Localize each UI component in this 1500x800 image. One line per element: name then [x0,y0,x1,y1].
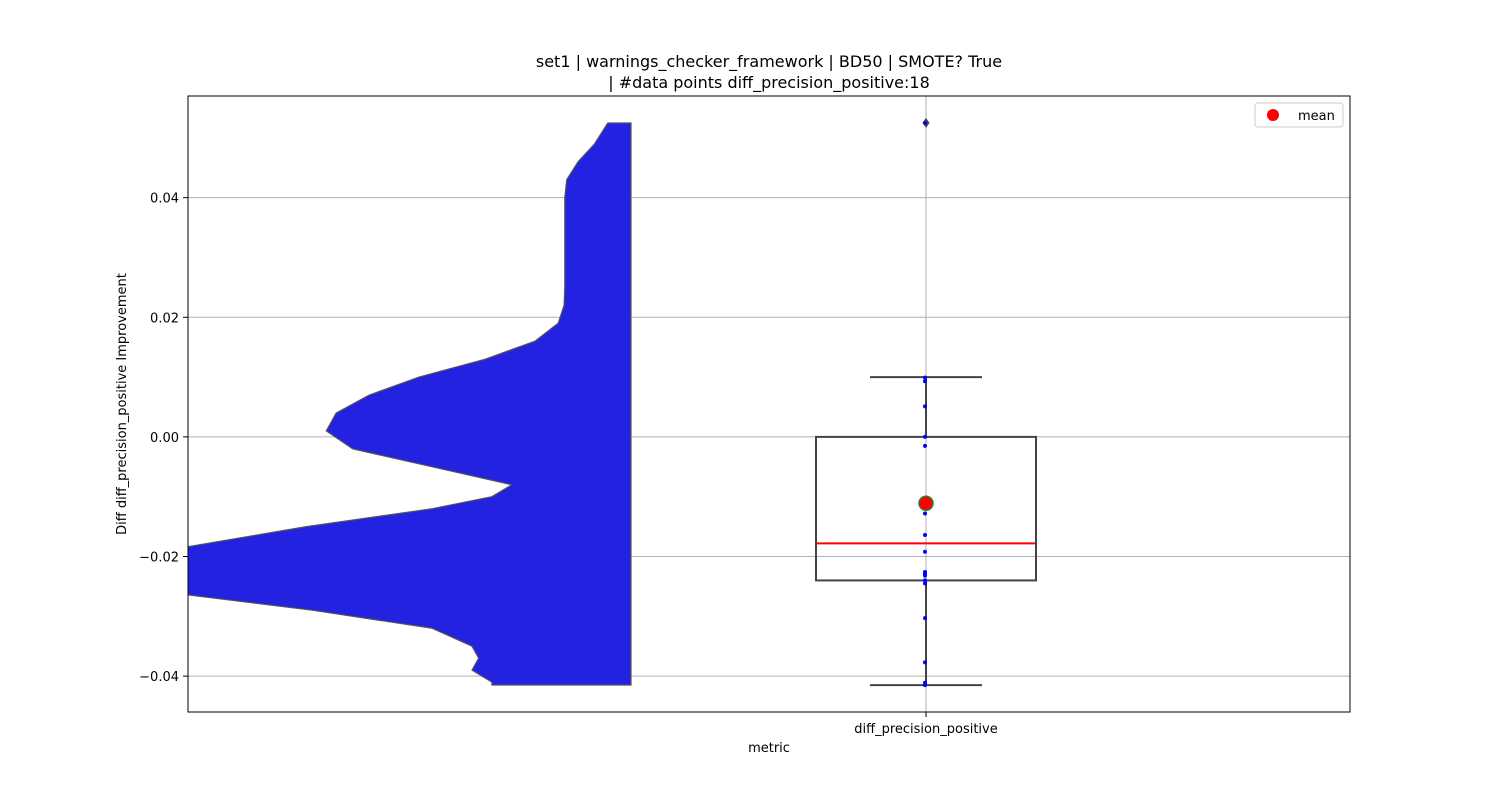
legend-entry-mean: mean [1298,109,1335,124]
y-axis-ticks: −0.04 −0.02 0.00 0.02 0.04 [139,192,188,685]
data-point [923,578,927,583]
mean-marker [918,495,934,512]
data-point [923,434,927,439]
data-point [923,680,927,685]
data-point [923,660,927,665]
data-point [923,573,927,578]
data-point [923,532,927,537]
y-tick-label: 0.04 [150,192,179,207]
data-point [923,375,927,380]
y-axis-label: Diff diff_precision_positive Improvement [115,273,130,535]
data-point [923,616,927,621]
x-axis-label: metric [748,741,790,756]
legend-mean-marker [1267,109,1279,121]
y-tick-label: 0.02 [150,311,179,326]
legend-frame [1254,102,1344,128]
data-point [923,549,927,554]
y-tick-label: −0.04 [139,670,179,685]
violin-group [188,122,632,686]
y-tick-label: −0.02 [139,551,179,566]
data-point [923,404,927,409]
x-tick-label: diff_precision_positive [854,722,997,737]
y-tick-label: 0.00 [150,431,179,446]
data-point [923,379,927,384]
data-point [923,443,927,448]
data-point [923,511,927,516]
chart-title-line1: set1 | warnings_checker_framework | BD50… [536,52,1002,72]
data-point [923,581,927,586]
violin-body [188,122,632,686]
data-point [923,120,927,125]
data-points-group [918,120,934,688]
chart-title-line2: | #data points diff_precision_positive:1… [608,73,930,93]
plot-frame [187,95,1351,713]
legend: mean [1254,102,1344,128]
